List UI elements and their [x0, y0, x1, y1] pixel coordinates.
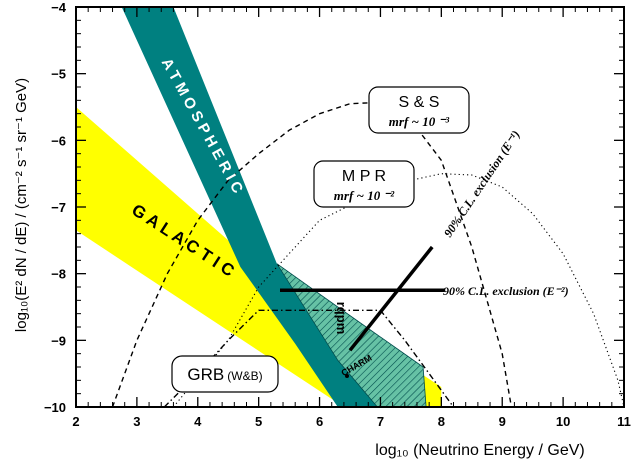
x-tick-label: 3	[133, 414, 140, 429]
x-axis-label: log₁₀ (Neutrino Energy / GeV)	[375, 442, 584, 459]
y-tick-label: −7	[51, 200, 66, 215]
x-tick-label: 9	[499, 414, 506, 429]
mpr-label-box	[313, 160, 415, 208]
y-tick-label: −6	[51, 133, 66, 148]
ss-label-box	[368, 86, 470, 134]
ss-label-title: S & S	[399, 94, 440, 111]
band-2	[276, 263, 427, 407]
x-tick-label: 11	[617, 414, 631, 429]
y-tick-label: −10	[44, 400, 66, 415]
mpr-label-title: M P R	[342, 168, 386, 185]
limit-e1-label: 90% C.L. exclusion (E⁻¹)	[441, 128, 523, 240]
curve-1	[172, 173, 624, 407]
y-tick-label: −4	[51, 0, 67, 15]
bands-layer	[76, 7, 442, 407]
band-1	[121, 7, 378, 407]
x-tick-label: 5	[255, 414, 262, 429]
x-tick-label: 8	[438, 414, 445, 429]
mpr-label-subtitle: mrf ~ 10 ⁻²	[334, 188, 396, 203]
grb-label-box	[171, 355, 279, 393]
ticks-layer: 2 3 4 5 6 7 8 9 10 11 −4 −5 −6 −7 −8 −9 −10	[44, 0, 631, 429]
x-tick-label: 6	[316, 414, 323, 429]
y-tick-label: −5	[51, 67, 66, 82]
curve-0	[111, 101, 513, 407]
limits-layer	[280, 245, 445, 352]
rqpm-label: rqpm	[334, 302, 349, 335]
limit-line-1	[348, 245, 434, 352]
y-tick-label: −8	[51, 267, 66, 282]
x-tick-label: 4	[194, 414, 202, 429]
x-tick-label: 10	[556, 414, 570, 429]
x-tick-label: 2	[72, 414, 79, 429]
charm-marker	[345, 374, 349, 378]
ss-label-subtitle: mrf ~ 10 ⁻³	[389, 114, 451, 129]
limit-e2-label: 90% C.L. exclusion (E⁻²)	[443, 284, 569, 298]
y-tick-label: −9	[51, 333, 66, 348]
grb-label: GRB (W&B)	[187, 365, 262, 384]
x-tick-label: 7	[377, 414, 384, 429]
y-axis-label: log₁₀(E² dN / dE) / (cm⁻² s⁻¹ sr⁻¹ GeV)	[13, 78, 30, 332]
